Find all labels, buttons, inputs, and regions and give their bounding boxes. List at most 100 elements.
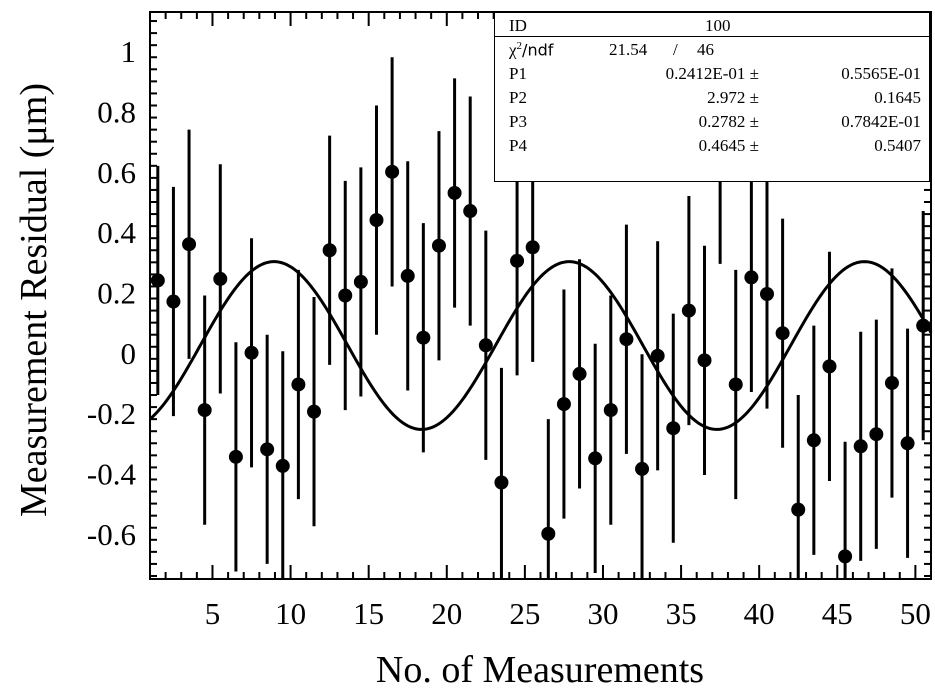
y-tick-label: -0.2 — [87, 396, 136, 431]
data-point — [494, 475, 509, 490]
y-tick-label: 0.8 — [97, 95, 136, 130]
y-tick-label: 0.4 — [97, 215, 136, 250]
data-point — [260, 442, 275, 457]
data-point — [666, 421, 681, 436]
stat-param-row: P1 0.2412E-01 ± 0.5565E-01 — [495, 61, 929, 85]
data-point — [307, 404, 322, 419]
data-point — [572, 366, 587, 381]
data-points — [150, 142, 931, 564]
chi-superscript: 2 — [516, 40, 523, 52]
data-point — [197, 403, 212, 418]
param-name: P1 — [509, 64, 527, 83]
data-point — [322, 243, 337, 258]
x-tick-label: 30 — [587, 596, 618, 631]
y-tick-label: 1 — [121, 34, 137, 69]
data-point — [478, 338, 493, 353]
data-point — [838, 549, 853, 564]
data-point — [275, 458, 290, 473]
stat-ndf-value: 46 — [697, 40, 714, 59]
data-point — [697, 353, 712, 368]
y-tick-label: 0 — [121, 336, 137, 371]
data-point — [338, 288, 353, 303]
param-value: 0.4645 ± — [698, 136, 759, 155]
fit-statistics-box: ID 100 χ2/ndf 21.54 / 46 P1 0.2412E-01 ±… — [494, 12, 930, 182]
param-error: 0.1645 — [874, 88, 921, 107]
data-point — [556, 397, 571, 412]
data-point — [916, 318, 931, 333]
data-point — [369, 213, 384, 228]
data-point — [853, 439, 868, 454]
y-axis-title: Measurement Residual (μm) — [13, 83, 55, 517]
x-tick-label: 35 — [666, 596, 697, 631]
data-point — [400, 268, 415, 283]
data-point — [182, 237, 197, 252]
x-tick-label: 15 — [353, 596, 384, 631]
y-tick-label: -0.6 — [87, 517, 136, 552]
data-point — [759, 286, 774, 301]
y-tick-label: 0.6 — [97, 155, 136, 190]
stat-id-value: 100 — [705, 16, 731, 35]
data-point — [463, 204, 478, 219]
param-value: 0.2782 ± — [698, 112, 759, 131]
y-tick-label: -0.4 — [87, 456, 137, 491]
data-point — [541, 526, 556, 541]
data-point — [603, 403, 618, 418]
data-point — [791, 502, 806, 517]
param-error: 0.5565E-01 — [841, 64, 921, 83]
data-point — [213, 271, 228, 286]
param-name: P4 — [509, 136, 527, 155]
stat-chi2-label: χ2/ndf — [509, 40, 553, 61]
param-error: 0.7842E-01 — [841, 112, 921, 131]
x-tick-label: 45 — [822, 596, 853, 631]
stat-param-row: P4 0.4645 ± 0.5407 — [495, 133, 929, 157]
data-point — [869, 427, 884, 442]
data-point — [353, 274, 368, 289]
data-point — [447, 185, 462, 200]
data-point — [166, 294, 181, 309]
data-point — [619, 332, 634, 347]
x-tick-label: 10 — [275, 596, 306, 631]
data-point — [510, 253, 525, 268]
data-point — [775, 326, 790, 341]
data-point — [150, 273, 165, 288]
data-point — [588, 451, 603, 466]
data-point — [635, 461, 650, 476]
data-point — [822, 359, 837, 374]
chi-ndf-text: /ndf — [522, 40, 554, 60]
data-point — [806, 433, 821, 448]
x-tick-label: 5 — [205, 596, 221, 631]
x-tick-labels: 5 10 15 20 25 30 35 40 45 50 — [205, 596, 931, 631]
y-tick-label: 0.2 — [97, 275, 136, 310]
x-tick-label: 50 — [900, 596, 931, 631]
param-value: 0.2412E-01 ± — [665, 64, 759, 83]
param-value: 2.972 ± — [707, 88, 759, 107]
x-tick-label: 40 — [744, 596, 775, 631]
stat-chi2-value: 21.54 — [609, 40, 648, 59]
param-error: 0.5407 — [874, 136, 921, 155]
y-tick-labels: -0.6 -0.4 -0.2 0 0.2 0.4 0.6 0.8 1 — [87, 34, 137, 552]
data-point — [744, 270, 759, 285]
data-point — [650, 348, 665, 363]
data-point — [728, 377, 743, 392]
data-point — [228, 449, 243, 464]
data-point — [431, 238, 446, 253]
data-point — [291, 377, 306, 392]
data-point — [900, 436, 915, 451]
fit-curve — [149, 260, 933, 431]
data-point — [884, 375, 899, 390]
stat-param-row: P3 0.2782 ± 0.7842E-01 — [495, 109, 929, 133]
param-name: P3 — [509, 112, 527, 131]
stat-id-label: ID — [509, 16, 527, 35]
data-point — [681, 303, 696, 318]
param-name: P2 — [509, 88, 527, 107]
data-point — [416, 330, 431, 345]
x-axis-title: No. of Measurements — [376, 649, 704, 691]
stat-chi2-row: χ2/ndf 21.54 / 46 — [495, 37, 929, 61]
x-tick-label: 25 — [509, 596, 540, 631]
stat-param-row: P2 2.972 ± 0.1645 — [495, 85, 929, 109]
data-point — [525, 240, 540, 255]
data-point — [244, 345, 259, 360]
chi-symbol: χ — [509, 40, 517, 60]
stat-id-row: ID 100 — [495, 13, 929, 37]
